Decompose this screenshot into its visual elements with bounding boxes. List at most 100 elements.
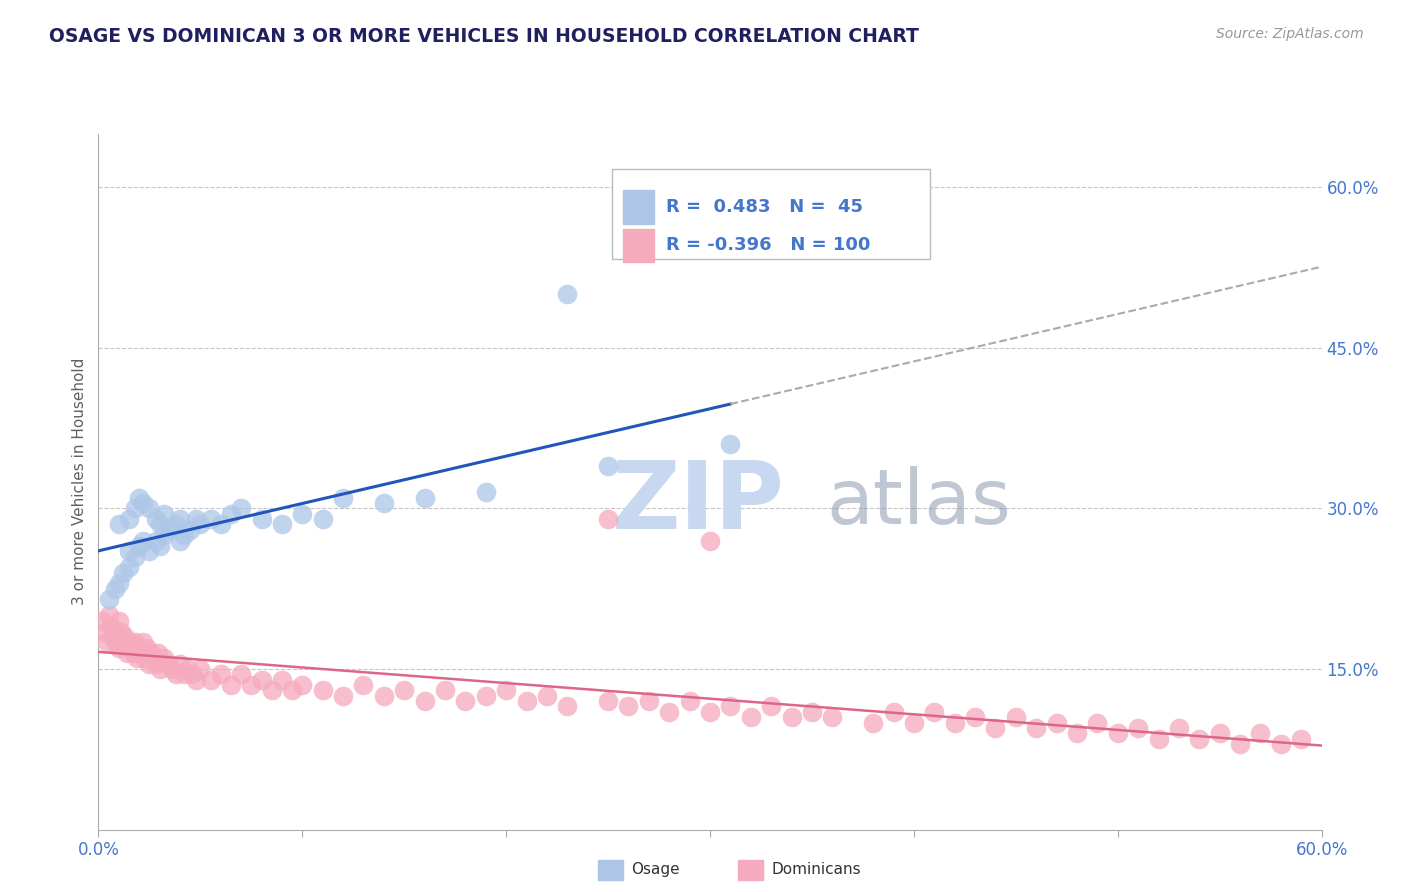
Point xyxy=(97,592,120,607)
Point xyxy=(128,640,150,655)
Point xyxy=(250,673,273,687)
Point xyxy=(1291,731,1313,746)
Point xyxy=(1085,715,1108,730)
Point xyxy=(984,721,1007,735)
Point xyxy=(557,699,579,714)
Point xyxy=(146,646,169,660)
Point xyxy=(188,517,212,532)
Point xyxy=(108,614,131,628)
Text: ZIP: ZIP xyxy=(612,457,785,549)
Point xyxy=(129,646,152,660)
Point xyxy=(104,624,127,639)
Point xyxy=(96,635,118,649)
Point xyxy=(761,699,783,714)
Point xyxy=(332,491,354,505)
Point xyxy=(132,635,155,649)
Point xyxy=(118,544,141,558)
Point xyxy=(165,517,187,532)
Point xyxy=(1229,737,1251,751)
Point xyxy=(142,651,165,665)
Point xyxy=(108,517,131,532)
Point xyxy=(231,667,253,681)
Point xyxy=(136,640,159,655)
Point xyxy=(270,517,294,532)
Point xyxy=(965,710,987,724)
Point xyxy=(231,501,253,516)
Point xyxy=(413,694,436,708)
Point xyxy=(132,496,155,510)
Point xyxy=(91,614,114,628)
Point xyxy=(557,287,579,301)
Point xyxy=(638,694,661,708)
Point xyxy=(270,673,294,687)
Point xyxy=(118,635,141,649)
Point xyxy=(720,437,742,451)
Point xyxy=(179,523,201,537)
Text: Source: ZipAtlas.com: Source: ZipAtlas.com xyxy=(1216,27,1364,41)
Point xyxy=(145,657,167,671)
Point xyxy=(598,694,620,708)
Point xyxy=(173,528,195,542)
Point xyxy=(104,582,127,596)
Point xyxy=(128,491,150,505)
Point xyxy=(219,507,242,521)
Point xyxy=(922,705,945,719)
Point xyxy=(127,651,149,665)
Point xyxy=(122,646,145,660)
Point xyxy=(862,715,884,730)
Point xyxy=(101,630,124,644)
Point xyxy=(169,657,191,671)
Point xyxy=(200,673,222,687)
Point xyxy=(124,549,146,564)
Point xyxy=(169,533,191,548)
Point xyxy=(598,458,620,473)
Point xyxy=(149,662,172,676)
Text: R =  0.483   N =  45: R = 0.483 N = 45 xyxy=(665,197,863,216)
Point xyxy=(177,662,200,676)
Point xyxy=(1004,710,1026,724)
Point xyxy=(181,667,204,681)
Point xyxy=(1025,721,1047,735)
Point xyxy=(108,576,131,591)
Point xyxy=(209,517,232,532)
Point xyxy=(108,640,131,655)
Point xyxy=(149,539,172,553)
Point xyxy=(943,715,966,730)
Point xyxy=(801,705,824,719)
Point xyxy=(118,512,141,526)
Point xyxy=(1107,726,1129,740)
Point xyxy=(169,512,191,526)
Point xyxy=(145,512,167,526)
Point xyxy=(110,624,132,639)
Point xyxy=(165,667,187,681)
Point xyxy=(152,651,174,665)
Point xyxy=(138,544,160,558)
Point xyxy=(474,485,498,500)
Text: R = -0.396   N = 100: R = -0.396 N = 100 xyxy=(665,236,870,254)
Point xyxy=(111,566,134,580)
Point xyxy=(1045,715,1069,730)
Point xyxy=(141,646,163,660)
Text: Dominicans: Dominicans xyxy=(772,863,862,877)
Point xyxy=(1147,731,1170,746)
Point xyxy=(883,705,905,719)
Point xyxy=(821,710,844,724)
Point xyxy=(134,651,156,665)
Point xyxy=(104,635,127,649)
Point xyxy=(115,646,138,660)
Point xyxy=(679,694,702,708)
Point xyxy=(186,673,208,687)
Point xyxy=(699,533,721,548)
Point xyxy=(250,512,273,526)
Point xyxy=(740,710,762,724)
Point xyxy=(93,624,115,639)
Point xyxy=(200,512,222,526)
Point xyxy=(152,507,174,521)
Text: atlas: atlas xyxy=(827,466,1011,540)
Y-axis label: 3 or more Vehicles in Household: 3 or more Vehicles in Household xyxy=(72,358,87,606)
Point xyxy=(97,608,120,623)
Point xyxy=(903,715,925,730)
Point xyxy=(1188,731,1211,746)
Point xyxy=(1249,726,1271,740)
Point xyxy=(114,630,136,644)
